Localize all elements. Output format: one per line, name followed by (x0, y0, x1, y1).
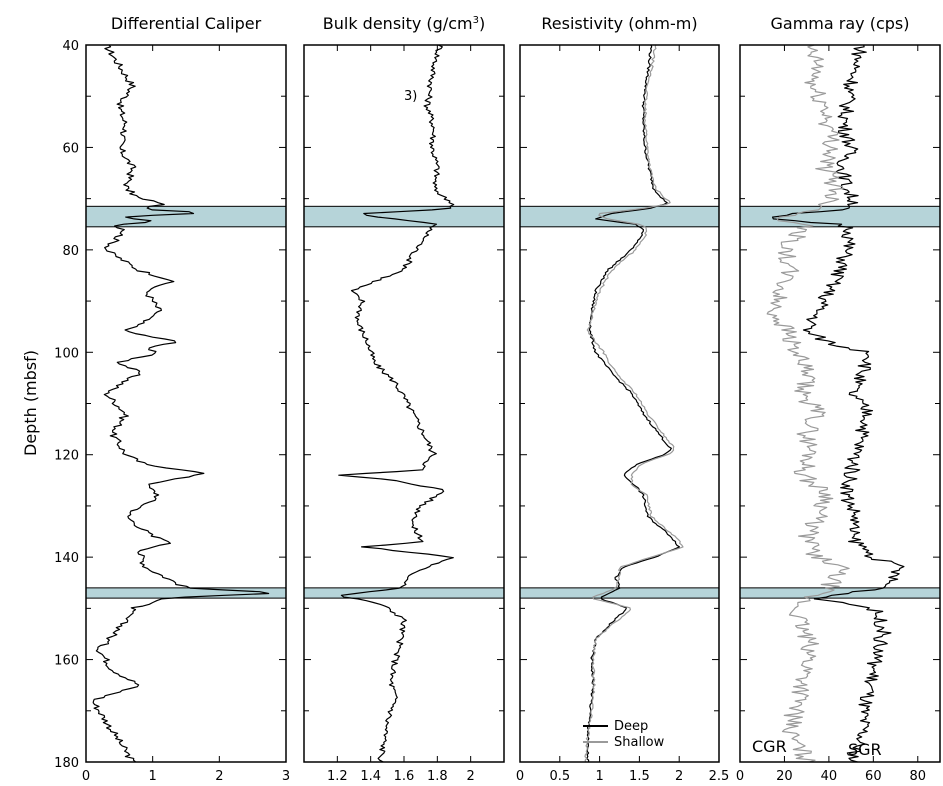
highlight-band (303, 205, 505, 228)
annotation-label: 3) (404, 89, 417, 104)
panel-title: Resistivity (ohm-m) (541, 14, 697, 33)
x-tick-label: 1.6 (394, 769, 415, 784)
panel-title: Differential Caliper (111, 14, 262, 33)
x-tick-label: 1.5 (629, 769, 650, 784)
panel-frame (303, 44, 505, 763)
highlight-band (85, 205, 287, 228)
x-tick-label: 20 (776, 769, 793, 784)
legend-label: Shallow (614, 735, 665, 750)
y-tick-label: 100 (54, 346, 79, 361)
panel-title: Bulk density (g/cm3) (323, 14, 485, 33)
panel-4: 0 20 40 60 80 Gamma ray (cps) CGR SGR (736, 14, 941, 784)
y-tick-label: 60 (62, 141, 79, 156)
panel-frame (85, 44, 287, 763)
x-tick-label: 1.8 (427, 769, 448, 784)
series-line-cgr (766, 44, 850, 763)
panel-3: 0 0.5 1 1.5 2 2.5 Resistivity (ohm-m) DeepShall… (516, 14, 729, 784)
x-tick-label: 3 (282, 769, 290, 784)
panel-title: Gamma ray (cps) (771, 14, 910, 33)
y-tick-label: 80 (62, 244, 79, 259)
y-tick-label: 160 (54, 654, 79, 669)
series-line-deep (586, 44, 680, 762)
highlight-band (739, 587, 941, 599)
series-label-sgr: SGR (848, 740, 882, 759)
x-tick-label: 2 (215, 769, 223, 784)
legend-label: Deep (614, 719, 648, 734)
x-tick-label: 1 (149, 769, 157, 784)
x-tick-label: 80 (910, 769, 927, 784)
highlight-band (519, 587, 720, 599)
panel-frame (519, 44, 720, 763)
y-tick-label: 120 (54, 449, 79, 464)
x-tick-label: 0.5 (549, 769, 570, 784)
panel-frame (739, 44, 941, 763)
x-tick-label: 1 (595, 769, 603, 784)
y-tick-label: 140 (54, 551, 79, 566)
series-line-trace (92, 44, 270, 763)
series-line-sgr (772, 44, 905, 763)
highlight-band (519, 205, 720, 228)
log-panels: 0 1 2 3 Differential Caliper 1.2 1.4 1.6 1.8 2 Bul… (54, 14, 941, 784)
series-line-trace (338, 44, 455, 763)
x-tick-label: 60 (865, 769, 882, 784)
panel-1: 0 1 2 3 Differential Caliper (82, 14, 290, 784)
x-tick-label: 0 (516, 769, 524, 784)
x-tick-label: 1.4 (360, 769, 381, 784)
series-label-cgr: CGR (752, 737, 787, 756)
series-line-shallow (584, 44, 684, 763)
y-axis-label: Depth (mbsf) (21, 350, 40, 456)
x-tick-label: 0 (736, 769, 744, 784)
x-tick-label: 0 (82, 769, 90, 784)
x-tick-label: 2 (675, 769, 683, 784)
y-tick-label: 180 (54, 756, 79, 771)
x-tick-label: 2 (467, 769, 475, 784)
x-tick-label: 2.5 (709, 769, 730, 784)
highlight-band (303, 587, 505, 599)
x-tick-label: 40 (821, 769, 838, 784)
y-tick-label: 40 (62, 39, 79, 54)
x-tick-label: 1.2 (327, 769, 348, 784)
panel-2: 1.2 1.4 1.6 1.8 2 Bulk density (g/cm3) 3) (303, 14, 505, 784)
